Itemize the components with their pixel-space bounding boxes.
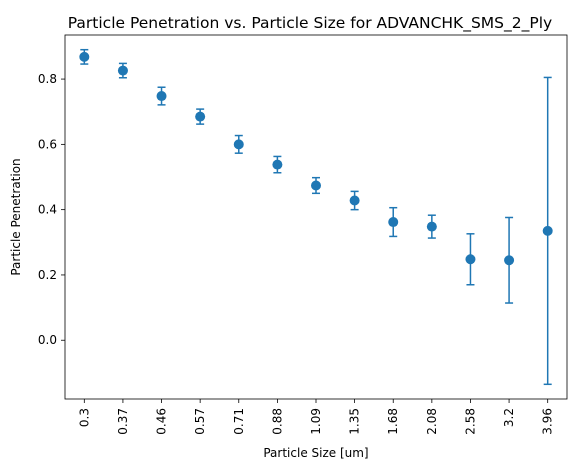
x-tick-label: 2.08	[425, 408, 439, 435]
data-point	[117, 65, 128, 76]
data-point	[426, 221, 437, 232]
axes-frame	[64, 34, 568, 400]
x-tick-label: 0.57	[193, 408, 207, 435]
x-tick-label: 3.96	[541, 408, 555, 435]
x-tick-label: 0.3	[77, 408, 91, 427]
x-tick-label: 3.2	[502, 408, 516, 427]
y-tick-label: 0.8	[38, 72, 57, 86]
data-point	[349, 195, 360, 206]
data-point	[233, 139, 244, 150]
chart-title: Particle Penetration vs. Particle Size f…	[68, 14, 552, 33]
x-tick-label: 1.35	[348, 408, 362, 435]
y-tick-label: 0.0	[38, 333, 57, 347]
y-axis-label: Particle Penetration	[9, 158, 23, 275]
data-point	[79, 51, 90, 62]
data-point	[465, 254, 476, 265]
data-point	[388, 217, 399, 228]
data-point	[195, 111, 206, 122]
y-tick-label: 0.6	[38, 137, 57, 151]
x-axis-label: Particle Size [um]	[263, 446, 368, 460]
data-point	[542, 225, 553, 236]
y-tick-label: 0.4	[38, 203, 57, 217]
x-tick-label: 0.46	[155, 408, 169, 435]
x-tick-label: 1.68	[386, 408, 400, 435]
data-point	[156, 91, 167, 102]
x-tick-label: 0.37	[116, 408, 130, 435]
data-point	[272, 159, 283, 170]
x-tick-label: 0.88	[270, 408, 284, 435]
x-tick-label: 0.71	[232, 408, 246, 435]
plot-area: 0.0 0.2 0.4 0.6 0.8 0.3 0.37 0.46 0.57 0.71 0.88 1.…	[38, 48, 555, 435]
x-tick-label: 1.09	[309, 408, 323, 435]
y-tick-label: 0.2	[38, 268, 57, 282]
data-point	[311, 180, 321, 191]
x-tick-label: 2.58	[463, 408, 477, 435]
data-point	[504, 255, 515, 266]
